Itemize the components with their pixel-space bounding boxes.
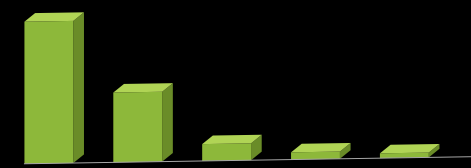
Polygon shape [114,92,162,162]
Polygon shape [202,143,251,161]
Polygon shape [291,143,350,152]
Polygon shape [162,83,173,162]
Polygon shape [380,153,429,158]
Polygon shape [429,144,439,157]
Polygon shape [202,135,262,144]
Polygon shape [291,152,340,160]
Polygon shape [114,83,173,93]
Polygon shape [24,21,73,164]
Polygon shape [251,135,262,160]
Polygon shape [380,144,439,153]
Polygon shape [340,143,350,159]
Polygon shape [73,12,84,163]
Polygon shape [24,12,84,22]
